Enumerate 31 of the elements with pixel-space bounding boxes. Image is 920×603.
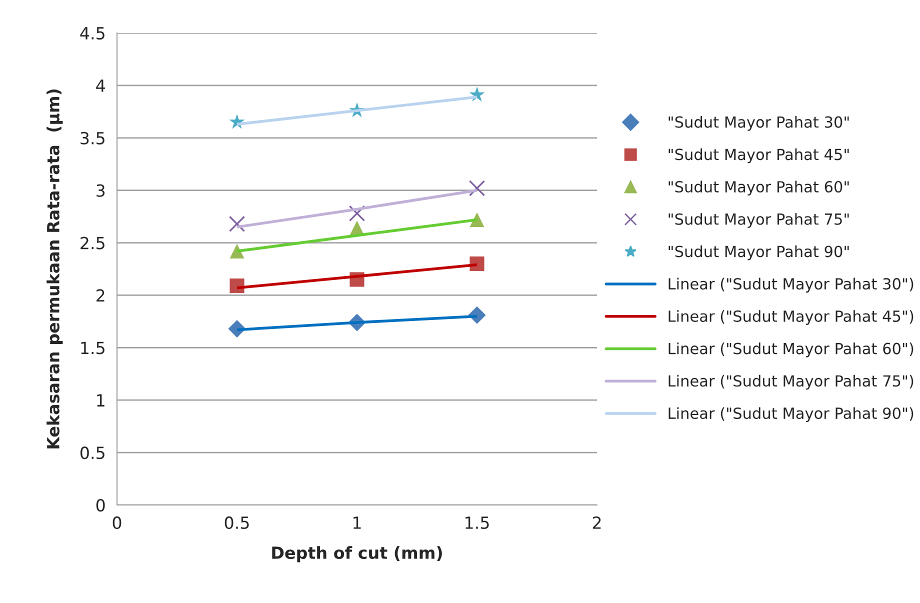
x-tick-label: 0 <box>112 516 122 530</box>
x-tick-label: 1 <box>354 516 361 529</box>
legend-label: "Sudut Mayor Pahat 45" <box>668 148 849 164</box>
x-tick-label: 1.5 <box>466 516 489 530</box>
y-tick-label: 1 <box>97 394 104 406</box>
y-tick-label: 2.5 <box>80 236 104 250</box>
legend-label: Linear ("Sudut Mayor Pahat 75") <box>668 374 914 390</box>
legend-label: "Sudut Mayor Pahat 60" <box>668 180 849 196</box>
y-tick-label: 2 <box>96 289 104 302</box>
y-tick-label: 3.5 <box>80 132 104 144</box>
legend-label: "Sudut Mayor Pahat 30" <box>668 116 849 131</box>
legend-label: Linear ("Sudut Mayor Pahat 60") <box>668 342 914 358</box>
legend-label: Linear ("Sudut Mayor Pahat 45") <box>668 310 914 325</box>
x-tick-label: 2 <box>592 516 601 529</box>
y-tick-label: 4.5 <box>80 27 104 40</box>
point <box>468 180 486 196</box>
y-tick-label: 4 <box>96 80 105 92</box>
x-tick-label: 0.5 <box>224 516 249 530</box>
y-axis-title: Kekasaran permukaan Rata-rata (µm) <box>46 90 63 448</box>
y-tick-label: 0.5 <box>80 446 104 460</box>
point <box>228 216 246 232</box>
legend-label: "Sudut Mayor Pahat 75" <box>668 213 849 228</box>
y-tick-label: 1.5 <box>81 342 104 354</box>
point <box>230 244 244 258</box>
y-tick-label: 0 <box>96 498 105 512</box>
point <box>348 205 366 222</box>
y-tick-label: 3 <box>96 184 105 197</box>
legend-label: Linear ("Sudut Mayor Pahat 30") <box>668 278 914 293</box>
legend-label: "Sudut Mayor Pahat 90" <box>668 245 849 260</box>
legend-label: Linear ("Sudut Mayor Pahat 90") <box>668 407 914 422</box>
x-axis-title: Depth of cut (mm) <box>272 546 442 562</box>
